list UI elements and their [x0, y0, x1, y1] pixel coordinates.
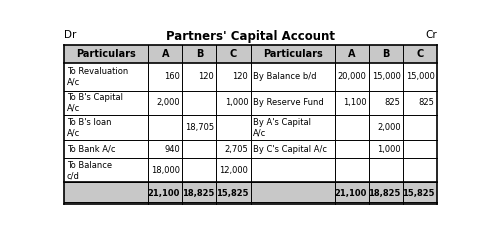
Text: Partners' Capital Account: Partners' Capital Account — [166, 30, 334, 43]
Text: 18,825: 18,825 — [367, 189, 400, 198]
Text: 940: 940 — [164, 145, 180, 154]
Text: By Reserve Fund: By Reserve Fund — [252, 98, 323, 107]
Text: To B's Capital
A/c: To B's Capital A/c — [66, 93, 122, 112]
Text: B: B — [381, 49, 388, 59]
Bar — [216, 182, 250, 204]
Bar — [334, 45, 368, 63]
Text: 120: 120 — [198, 72, 214, 82]
Bar — [64, 45, 148, 63]
Text: 15,000: 15,000 — [371, 72, 400, 82]
Text: C: C — [415, 49, 423, 59]
Text: 21,100: 21,100 — [333, 189, 366, 198]
Bar — [182, 182, 216, 204]
Text: 15,825: 15,825 — [215, 189, 248, 198]
Bar — [402, 45, 436, 63]
Bar — [368, 182, 402, 204]
Bar — [216, 45, 250, 63]
Text: C: C — [229, 49, 237, 59]
Text: B: B — [195, 49, 203, 59]
Text: A: A — [347, 49, 355, 59]
Text: Cr: Cr — [425, 30, 436, 40]
Text: 1,000: 1,000 — [224, 98, 248, 107]
Bar — [368, 45, 402, 63]
Text: Particulars: Particulars — [76, 49, 136, 59]
Bar — [148, 182, 182, 204]
Text: 18,705: 18,705 — [184, 123, 214, 132]
Bar — [334, 182, 368, 204]
Text: To Balance
c/d: To Balance c/d — [66, 161, 111, 180]
Text: To Bank A/c: To Bank A/c — [66, 145, 115, 154]
Text: 20,000: 20,000 — [337, 72, 366, 82]
Text: To Revaluation
A/c: To Revaluation A/c — [66, 67, 127, 87]
Text: 15,000: 15,000 — [405, 72, 434, 82]
Text: 2,000: 2,000 — [376, 123, 400, 132]
Text: 15,825: 15,825 — [401, 189, 434, 198]
Text: 825: 825 — [418, 98, 434, 107]
Text: By Balance b/d: By Balance b/d — [252, 72, 316, 82]
Text: To B's loan
A/c: To B's loan A/c — [66, 118, 111, 137]
Bar — [64, 182, 148, 204]
Text: 1,100: 1,100 — [342, 98, 366, 107]
Text: 18,825: 18,825 — [182, 189, 214, 198]
Text: 2,705: 2,705 — [224, 145, 248, 154]
Text: Dr: Dr — [64, 30, 77, 40]
Bar — [250, 45, 334, 63]
Text: 160: 160 — [164, 72, 180, 82]
Text: 18,000: 18,000 — [151, 166, 180, 175]
Text: 120: 120 — [232, 72, 248, 82]
Text: By C's Capital A/c: By C's Capital A/c — [252, 145, 326, 154]
Text: A: A — [161, 49, 169, 59]
Bar — [182, 45, 216, 63]
Bar — [148, 45, 182, 63]
Text: 825: 825 — [384, 98, 400, 107]
Text: 21,100: 21,100 — [147, 189, 180, 198]
Bar — [250, 182, 334, 204]
Text: 12,000: 12,000 — [219, 166, 248, 175]
Text: 1,000: 1,000 — [376, 145, 400, 154]
Bar — [402, 182, 436, 204]
Text: By A's Capital
A/c: By A's Capital A/c — [252, 118, 310, 137]
Text: Particulars: Particulars — [262, 49, 322, 59]
Text: 2,000: 2,000 — [156, 98, 180, 107]
